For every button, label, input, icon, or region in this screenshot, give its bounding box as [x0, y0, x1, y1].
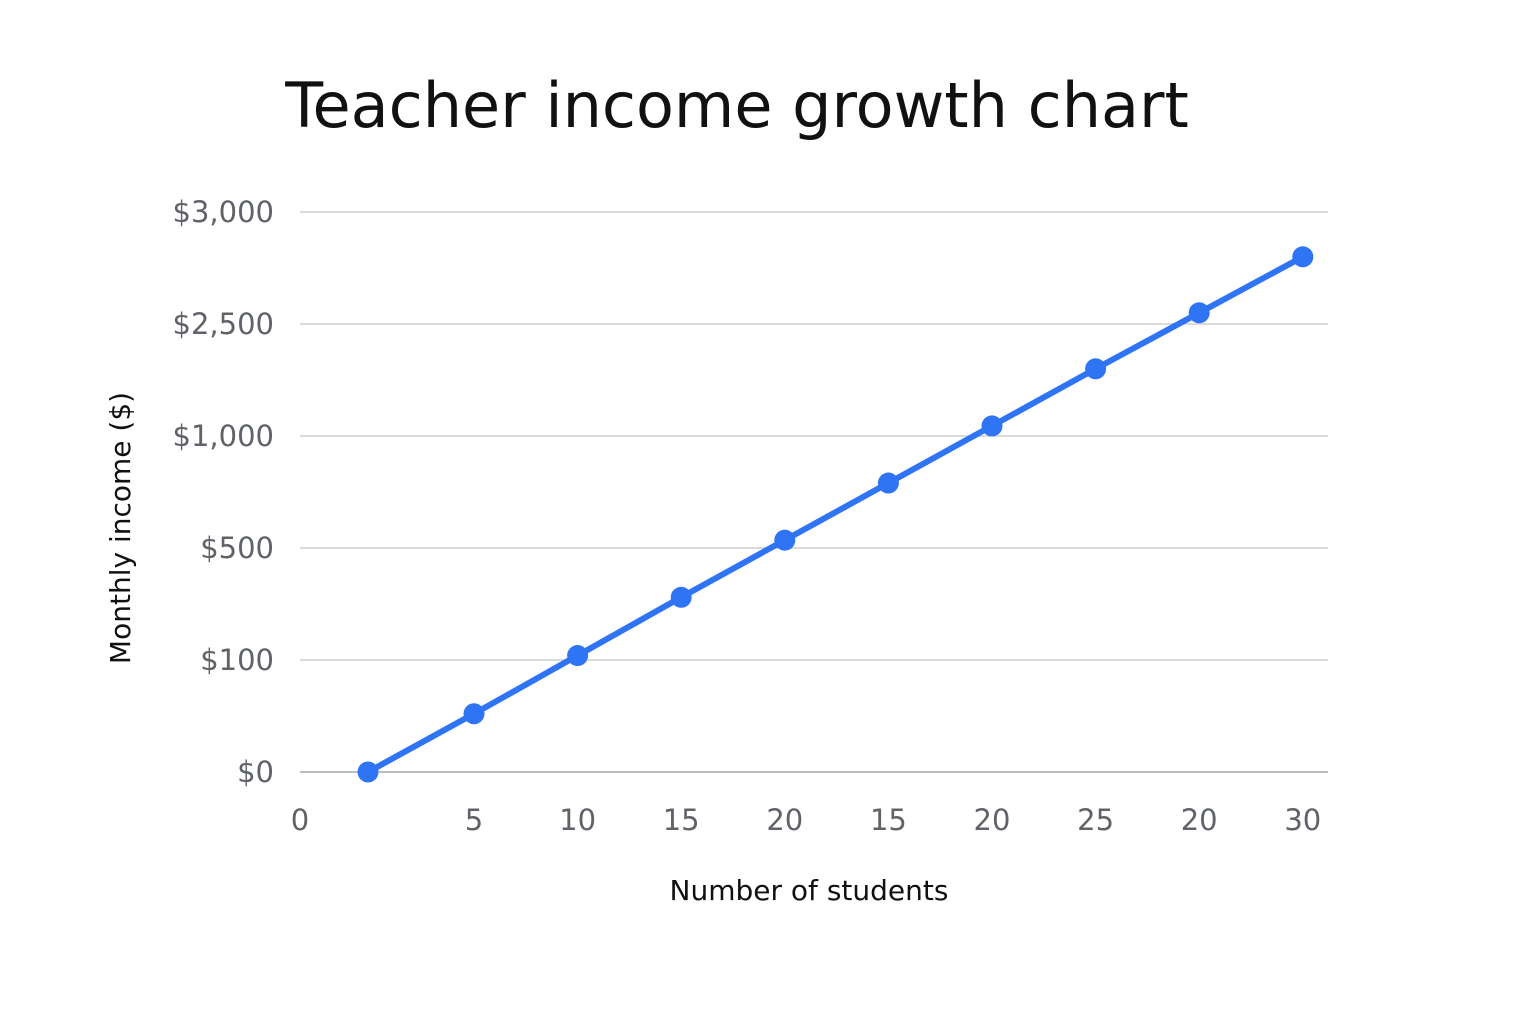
x-tick-label: 20: [1181, 803, 1218, 837]
gridlines: [300, 211, 1328, 773]
y-tick-label: $500: [200, 531, 274, 565]
x-tick-label: 15: [663, 803, 700, 837]
x-tick-label: 15: [870, 803, 907, 837]
data-point: [774, 529, 796, 551]
data-point: [670, 586, 692, 608]
chart-title: Teacher income growth chart: [284, 69, 1189, 142]
data-point: [1292, 246, 1314, 268]
x-tick-label: 5: [465, 803, 483, 837]
data-point: [981, 415, 1003, 437]
series: [357, 246, 1314, 783]
data-point: [1085, 358, 1107, 380]
y-tick-label: $0: [237, 755, 274, 789]
y-tick-label: $1,000: [173, 419, 274, 453]
data-point: [877, 472, 899, 494]
y-tick-label: $100: [200, 643, 274, 677]
series-line: [365, 253, 1306, 775]
y-axis-ticks: $0 $100 $500 $1,000 $2,500 $3,000: [173, 195, 274, 789]
y-tick-label: $2,500: [173, 307, 274, 341]
data-point: [1188, 302, 1210, 324]
x-axis-ticks: 0 5 10 15 20 15 20 25 20 30: [291, 803, 1321, 837]
x-tick-label: 30: [1284, 803, 1321, 837]
data-point: [357, 761, 379, 783]
x-tick-label: 20: [974, 803, 1011, 837]
y-axis-title: Monthly income ($): [104, 392, 137, 664]
x-tick-label: 20: [766, 803, 803, 837]
x-tick-label: 10: [559, 803, 596, 837]
data-point: [567, 645, 589, 667]
data-point: [463, 703, 485, 725]
y-tick-label: $3,000: [173, 195, 274, 229]
x-tick-label: 0: [291, 803, 309, 837]
x-tick-label: 25: [1077, 803, 1114, 837]
x-axis-title: Number of students: [670, 874, 949, 907]
